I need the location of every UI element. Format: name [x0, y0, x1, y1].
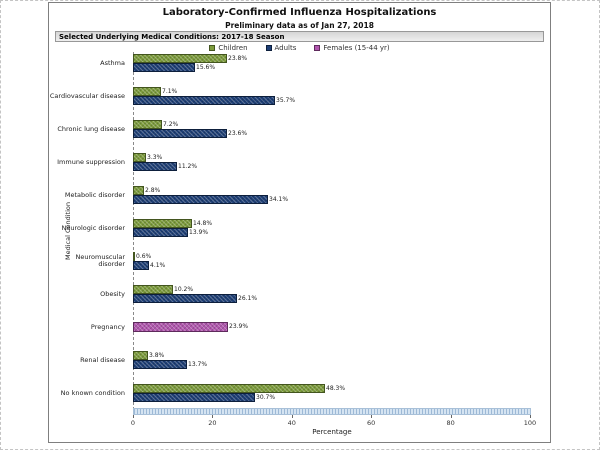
- bar-adults[interactable]: [133, 228, 188, 237]
- bar-value-label: 11.2%: [178, 163, 198, 170]
- bar-value-label: 35.7%: [276, 97, 296, 104]
- x-tick-label: 60: [367, 419, 376, 427]
- bar-adults[interactable]: [133, 195, 268, 204]
- legend-label: Females (15-44 yr): [323, 43, 390, 52]
- legend-swatch-children: [209, 44, 216, 51]
- bar-value-label: 13.7%: [188, 361, 208, 368]
- bar-adults[interactable]: [133, 261, 149, 270]
- bar-value-label: 2.8%: [145, 187, 161, 194]
- section-header: Selected Underlying Medical Conditions: …: [55, 31, 544, 42]
- bar-children[interactable]: [133, 219, 192, 228]
- bar-value-label: 7.1%: [162, 88, 178, 95]
- chart-subtitle: Preliminary data as of Jan 27, 2018: [225, 21, 374, 30]
- bar-value-label: 34.1%: [269, 196, 289, 203]
- plot-area: 0 20 40 60 80 100 Percentage Medical Conditio…: [49, 52, 548, 437]
- category-label: Renal disease: [80, 355, 125, 364]
- bar-value-label: 15.6%: [196, 64, 216, 71]
- bar-adults[interactable]: [133, 393, 255, 402]
- category-label: Cardiovascular disease: [49, 91, 125, 100]
- bar-value-label: 0.6%: [136, 253, 152, 260]
- chart-row: Chronic lung disease 7.2% 23.6%: [49, 118, 548, 151]
- bar-females-15-44[interactable]: [133, 322, 228, 332]
- category-label: Neurologic disorder: [61, 223, 126, 232]
- bar-value-label: 7.2%: [163, 121, 179, 128]
- bar-value-label: 3.3%: [147, 154, 163, 161]
- category-label: Asthma: [100, 58, 125, 67]
- bar-children[interactable]: [133, 384, 325, 393]
- x-tick-label: 100: [523, 419, 537, 427]
- bar-value-label: 3.8%: [149, 352, 165, 359]
- chart-row: Immune suppression 3.3% 11.2%: [49, 151, 548, 184]
- bar-adults[interactable]: [133, 360, 187, 369]
- bar-children[interactable]: [133, 120, 162, 129]
- bar-value-label: 23.6%: [228, 130, 248, 137]
- chart-row: Cardiovascular disease 7.1% 35.7%: [49, 85, 548, 118]
- chart-row: No known condition 48.3% 30.7%: [49, 382, 548, 415]
- bar-adults[interactable]: [133, 63, 195, 72]
- legend-swatch-adults: [265, 44, 272, 51]
- chart-row: Pregnancy 23.9%: [49, 316, 548, 349]
- bar-adults[interactable]: [133, 162, 177, 171]
- category-label: Obesity: [100, 289, 125, 298]
- bar-children[interactable]: [133, 87, 161, 96]
- bar-children[interactable]: [133, 351, 148, 360]
- bar-children[interactable]: [133, 285, 173, 294]
- chart-row: Asthma 23.8% 15.6%: [49, 52, 548, 85]
- x-tick-label: 40: [287, 419, 296, 427]
- chart-row: Obesity 10.2% 26.1%: [49, 283, 548, 316]
- chart-panel: Laboratory-Confirmed Influenza Hospitali…: [48, 2, 551, 443]
- x-tick-mark: [530, 415, 531, 418]
- x-tick-mark: [212, 415, 214, 418]
- legend-swatch-females-15-44: [314, 44, 321, 51]
- legend-label: Adults: [274, 43, 297, 52]
- bar-children[interactable]: [133, 252, 135, 261]
- category-label: Metabolic disorder: [64, 190, 125, 199]
- bar-value-label: 10.2%: [174, 286, 194, 293]
- bar-adults[interactable]: [133, 96, 275, 105]
- legend-item-adults[interactable]: Adults: [265, 43, 297, 52]
- chart-row: Neuromuscular disorder 0.6% 4.1%: [49, 250, 548, 283]
- chart-scroll-strip[interactable]: [133, 408, 531, 415]
- x-tick-mark: [371, 415, 373, 418]
- bar-value-label: 14.8%: [193, 220, 213, 227]
- category-label: Chronic lung disease: [57, 124, 125, 133]
- x-tick-label: 20: [208, 419, 217, 427]
- bar-value-label: 30.7%: [256, 394, 276, 401]
- bar-children[interactable]: [133, 186, 144, 195]
- x-tick-mark: [450, 415, 452, 418]
- x-axis-title: Percentage: [312, 428, 352, 436]
- bar-children[interactable]: [133, 54, 227, 63]
- category-label: Neuromuscular disorder: [75, 253, 125, 268]
- chart-row: Metabolic disorder 2.8% 34.1%: [49, 184, 548, 217]
- bar-value-label: 23.8%: [228, 55, 248, 62]
- x-tick-mark: [133, 415, 134, 418]
- bar-adults[interactable]: [133, 129, 227, 138]
- x-tick-label: 80: [446, 419, 455, 427]
- chart-row: Neurologic disorder 14.8% 13.9%: [49, 217, 548, 250]
- legend-item-children[interactable]: Children: [209, 43, 248, 52]
- legend-label: Children: [218, 43, 248, 52]
- bar-children[interactable]: [133, 153, 146, 162]
- bar-value-label: 26.1%: [238, 295, 258, 302]
- x-tick-mark: [291, 415, 293, 418]
- category-label: Immune suppression: [57, 157, 125, 166]
- bar-value-label: 4.1%: [150, 262, 166, 269]
- bar-value-label: 48.3%: [326, 385, 346, 392]
- chart-row: Renal disease 3.8% 13.7%: [49, 349, 548, 382]
- bar-value-label: 23.9%: [229, 323, 249, 330]
- chart-title: Laboratory-Confirmed Influenza Hospitali…: [162, 7, 437, 18]
- bar-adults[interactable]: [133, 294, 237, 303]
- category-label: Pregnancy: [90, 322, 125, 331]
- legend: Children Adults Females (15-44 yr): [49, 43, 550, 52]
- x-tick-label: 0: [130, 419, 136, 427]
- category-label: No known condition: [60, 388, 125, 397]
- bar-value-label: 13.9%: [189, 229, 209, 236]
- legend-item-females-15-44[interactable]: Females (15-44 yr): [314, 43, 390, 52]
